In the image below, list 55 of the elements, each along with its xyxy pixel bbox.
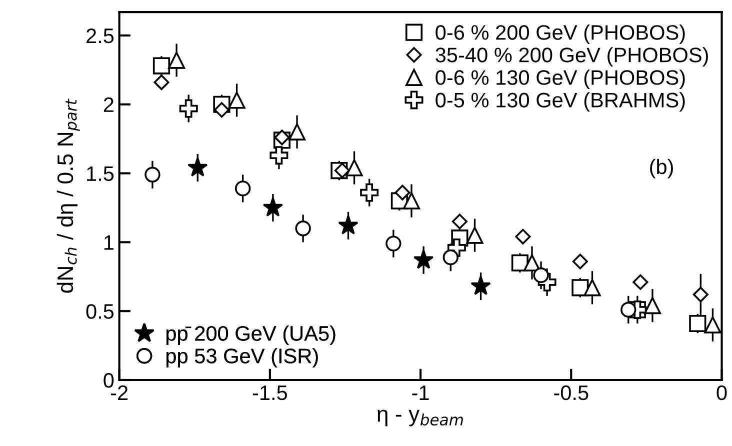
point: [644, 297, 662, 314]
y-tick-label: 1.5: [87, 166, 114, 182]
legend-label: pp̄ 200 GeV (UA5): [166, 326, 336, 345]
point: [572, 254, 588, 270]
legend-label: pp 53 GeV (ISR): [166, 348, 318, 368]
point: [470, 276, 491, 296]
point: [523, 254, 541, 272]
point: [466, 226, 484, 244]
legend-label: 0-6 % 200 GeV (PHOBOS): [436, 24, 685, 44]
point: [704, 316, 722, 334]
point: [632, 274, 648, 290]
point: [360, 183, 379, 202]
point: [515, 228, 531, 244]
point: [386, 236, 402, 252]
point: [274, 130, 290, 146]
y-tick-label: 0.5: [86, 304, 114, 319]
y-tick-label: 2.5: [86, 28, 114, 44]
x-tick-label: -1: [412, 386, 429, 400]
point: [295, 220, 311, 236]
point: [692, 286, 708, 302]
point: [179, 99, 198, 118]
point: [228, 92, 246, 109]
point: [168, 52, 186, 69]
y-tick-label: 2: [104, 97, 114, 112]
point: [262, 197, 284, 216]
point: [154, 74, 170, 90]
point: [187, 157, 208, 177]
point: [533, 267, 549, 284]
point: [144, 166, 160, 183]
x-tick-label: 0: [716, 385, 727, 400]
point: [572, 279, 589, 296]
point: [402, 192, 420, 210]
y-axis-title: dN$_{ch}$ / dη / 0.5 N$_{part}$: [56, 98, 80, 293]
x-tick-label: -0.5: [554, 385, 588, 400]
point: [442, 249, 459, 266]
point: [413, 249, 434, 269]
point: [584, 279, 601, 296]
point: [394, 184, 410, 200]
point: [452, 214, 468, 230]
point: [288, 123, 306, 140]
point: [214, 102, 230, 118]
legend-label: 35-40 % 200 GeV (PHOBOS): [436, 47, 708, 66]
y-tick-label: 1: [104, 235, 114, 250]
legend-label: 0-5 % 130 GeV (BRAHMS): [436, 92, 685, 112]
point: [234, 180, 251, 196]
x-axis-title: η - y$_{beam}$: [378, 410, 463, 426]
point: [334, 162, 350, 178]
point: [338, 215, 358, 234]
point: [620, 302, 636, 318]
point: [152, 57, 170, 74]
annotation: (b): [650, 158, 673, 178]
legend-label: 0-6 % 130 GeV (PHOBOS): [436, 70, 685, 90]
x-tick-label: -1.5: [252, 386, 288, 400]
point: [270, 146, 288, 165]
point: [346, 159, 363, 176]
